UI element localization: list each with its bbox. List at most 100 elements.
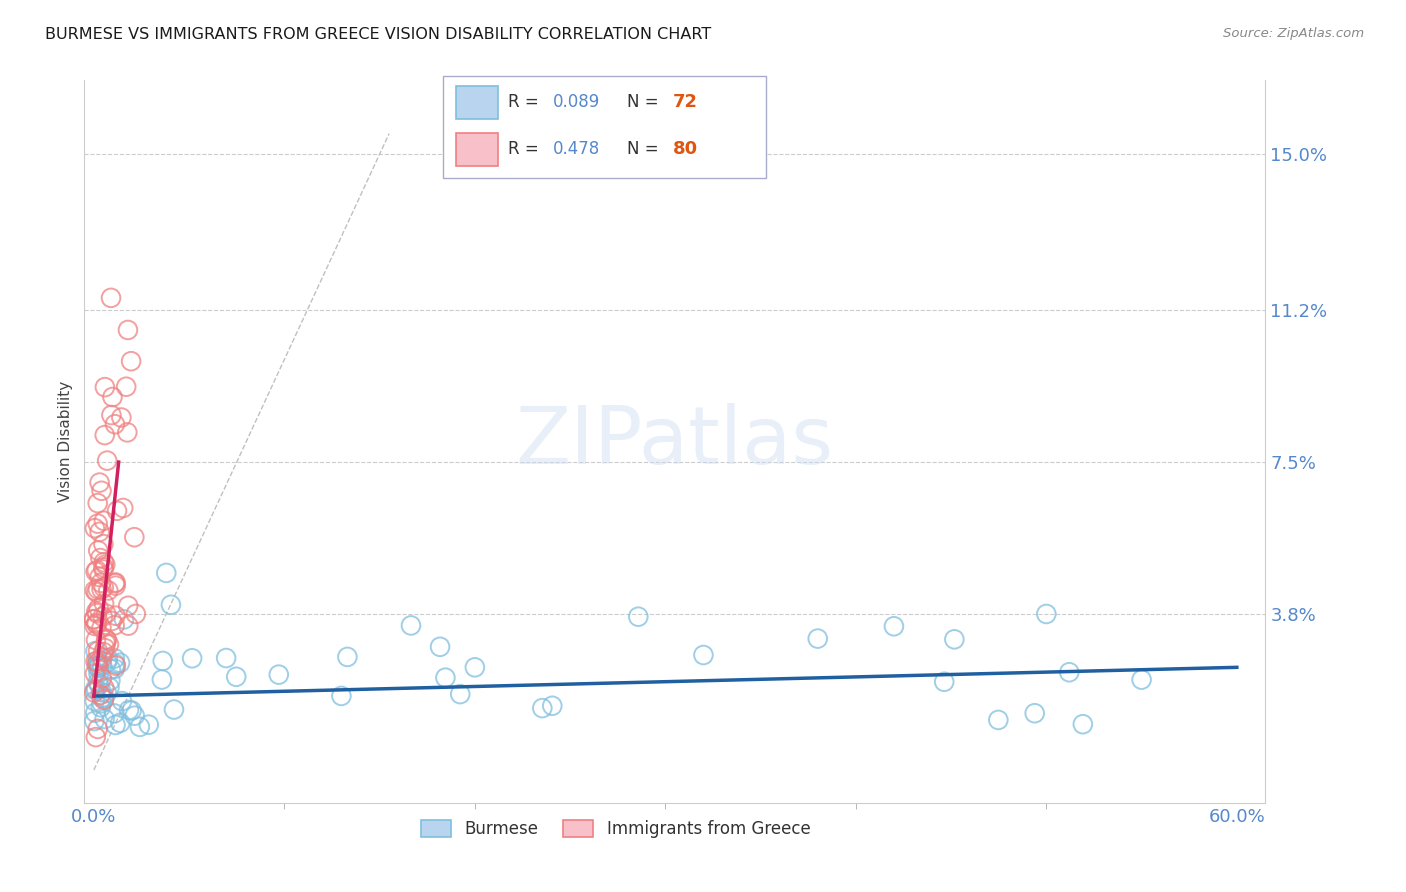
Point <box>93 428 115 442</box>
Point <box>692 648 714 662</box>
Point <box>83 612 105 626</box>
Point <box>93 645 115 659</box>
Point <box>87 601 110 615</box>
Point <box>93 581 115 595</box>
Point <box>117 425 139 440</box>
Point <box>90 685 112 699</box>
Point <box>87 582 110 596</box>
Point <box>108 656 131 670</box>
Text: Source: ZipAtlas.com: Source: ZipAtlas.com <box>1223 27 1364 40</box>
Point <box>86 516 108 531</box>
Point <box>429 640 451 654</box>
Point <box>83 583 105 598</box>
Point <box>97 583 120 598</box>
Point <box>627 609 650 624</box>
Point <box>934 674 956 689</box>
Text: BURMESE VS IMMIGRANTS FROM GREECE VISION DISABILITY CORRELATION CHART: BURMESE VS IMMIGRANTS FROM GREECE VISION… <box>45 27 711 42</box>
Text: 72: 72 <box>672 93 697 111</box>
Point <box>531 701 554 715</box>
Point <box>541 698 564 713</box>
Point <box>943 632 966 647</box>
Point <box>1024 706 1046 721</box>
Point <box>104 657 127 671</box>
Point <box>87 659 110 673</box>
Point <box>117 618 139 632</box>
Point <box>93 560 115 574</box>
Text: R =: R = <box>508 93 544 111</box>
Point <box>93 555 115 569</box>
Point <box>91 690 114 705</box>
Text: ZIPatlas: ZIPatlas <box>516 402 834 481</box>
Text: 0.089: 0.089 <box>553 93 600 111</box>
Point <box>83 694 105 708</box>
Point <box>152 654 174 668</box>
Point <box>100 662 122 676</box>
Point <box>86 496 108 510</box>
Point <box>86 722 108 736</box>
Point <box>94 636 117 650</box>
Point <box>90 483 112 498</box>
Point <box>118 703 141 717</box>
Point <box>449 687 471 701</box>
Point <box>124 708 146 723</box>
Point <box>87 660 110 674</box>
Point <box>90 700 112 714</box>
Point <box>336 649 359 664</box>
Point <box>96 686 118 700</box>
Point <box>101 390 124 404</box>
Point <box>93 692 115 706</box>
Point <box>89 475 111 490</box>
Point <box>120 354 142 368</box>
Point <box>267 667 290 681</box>
Point <box>83 666 105 681</box>
Point <box>121 704 143 718</box>
Point <box>89 570 111 584</box>
Point <box>83 619 105 633</box>
Point <box>87 661 110 675</box>
Text: R =: R = <box>508 140 544 158</box>
Point <box>104 576 127 591</box>
Point <box>93 597 115 611</box>
Point <box>163 702 186 716</box>
Point <box>89 524 111 539</box>
Point <box>89 551 111 566</box>
Point <box>86 654 108 668</box>
Point <box>434 671 457 685</box>
Point <box>115 380 138 394</box>
Point <box>93 681 115 695</box>
Point <box>112 500 135 515</box>
Point <box>97 652 120 666</box>
Point <box>90 621 112 635</box>
Point <box>93 537 115 551</box>
Point <box>124 530 146 544</box>
Point <box>103 706 125 721</box>
Point <box>330 689 353 703</box>
FancyBboxPatch shape <box>456 87 498 119</box>
Point <box>84 682 107 697</box>
Point <box>90 582 112 597</box>
Point <box>90 696 112 710</box>
Point <box>138 717 160 731</box>
FancyBboxPatch shape <box>443 76 766 178</box>
Point <box>100 673 122 688</box>
Point <box>84 644 107 658</box>
Point <box>91 651 114 665</box>
Point <box>84 654 107 668</box>
Point <box>94 380 117 394</box>
Point <box>155 566 177 580</box>
Point <box>84 605 107 619</box>
Point <box>225 670 247 684</box>
Point <box>987 713 1010 727</box>
Point <box>100 291 122 305</box>
Point <box>93 562 115 576</box>
Point <box>90 688 112 702</box>
Point <box>94 641 117 656</box>
Point <box>84 682 107 697</box>
Point <box>86 615 108 630</box>
Point <box>83 685 105 699</box>
Point <box>104 718 127 732</box>
Point <box>91 609 114 624</box>
Point <box>84 632 107 647</box>
Point <box>807 632 830 646</box>
Point <box>101 614 124 628</box>
